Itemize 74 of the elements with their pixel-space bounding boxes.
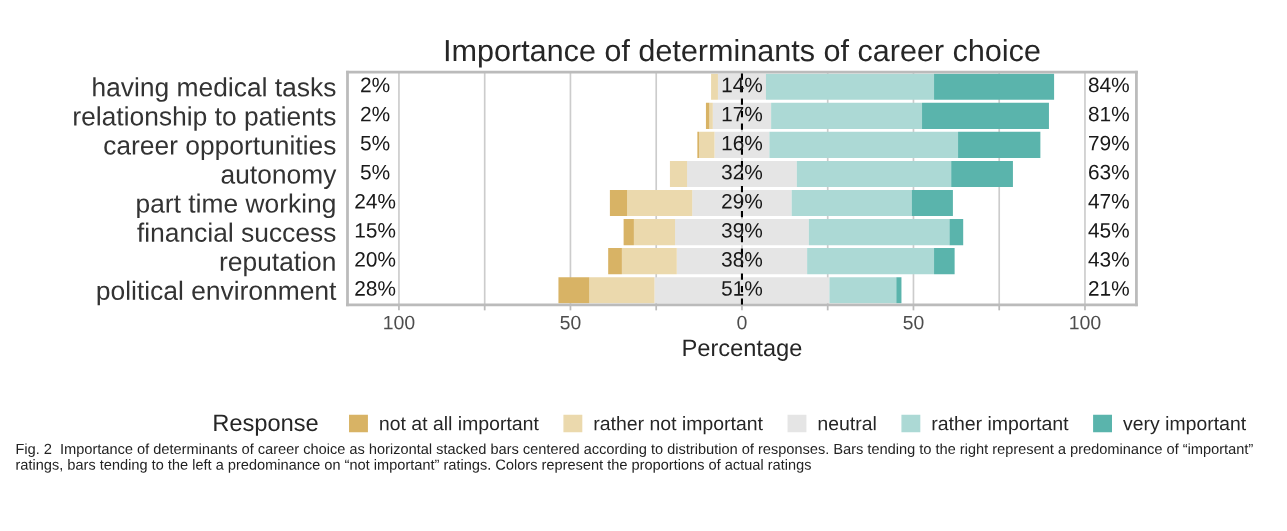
bar [829, 277, 897, 304]
bar [934, 73, 1055, 100]
bar [669, 160, 688, 188]
y-tick-label: part time working [137, 193, 335, 219]
y-tick-label: political environment [97, 280, 337, 306]
annotation: 28% [355, 281, 396, 296]
bar [934, 248, 955, 275]
x-tick-label: 50 [903, 315, 924, 330]
y-tick-label: financial success [137, 222, 336, 242]
x-tick-label: 0 [737, 315, 747, 330]
caption: Fig. 2 Importance of determinants of career choice as horizontal stacked bars centered according to distribution of responses. Bars tending to the right represent a predominance of “important” ratings, bars tending to the left a predominance on “not important” ratings. Colors represent the proportions of actual ratings [16, 443, 1253, 473]
annotation: 20% [355, 252, 396, 267]
legend-label: rather important [932, 416, 1069, 435]
bar [765, 73, 935, 100]
bar [771, 102, 923, 129]
annotation: 38% [721, 252, 763, 267]
annotation: 84% [1088, 77, 1129, 93]
annotation: 2% [361, 77, 390, 93]
annotation: 39% [721, 222, 763, 238]
annotation: 51% [721, 281, 763, 296]
y-tick-label: career opportunities [104, 135, 336, 160]
bar [621, 248, 677, 275]
bar [791, 189, 912, 217]
bar [808, 219, 950, 246]
bar [699, 131, 715, 158]
annotation: 15% [355, 223, 396, 238]
annotation: 32% [721, 164, 763, 180]
annotation: 17% [722, 106, 763, 122]
y-tick-label: autonomy [221, 166, 337, 190]
annotation: 79% [1089, 135, 1129, 151]
bar [911, 189, 953, 217]
annotation: 5% [360, 164, 390, 180]
y-tick-label: reputation [220, 251, 335, 277]
x-tick-label: 50 [560, 315, 581, 330]
bar [896, 277, 902, 304]
bar [958, 131, 1041, 158]
annotation: 29% [722, 193, 763, 209]
annotation: 14% [722, 77, 763, 93]
bar [608, 248, 622, 275]
x-tick-label: 100 [1070, 315, 1101, 330]
bar [627, 189, 693, 217]
annotation: 47% [1088, 193, 1129, 209]
bar [609, 189, 628, 217]
bar [633, 219, 676, 246]
chart-title: Importance of determinants of career choice [445, 38, 1040, 68]
bar [623, 219, 634, 246]
annotation: 81% [1088, 106, 1129, 122]
bar [558, 277, 590, 304]
annotation: 63% [1089, 164, 1129, 180]
legend-label: rather not important [594, 416, 763, 435]
annotation: 43% [1088, 252, 1129, 267]
annotation: 24% [355, 193, 396, 209]
legend-label: very important [1123, 416, 1247, 435]
y-tick-label: having medical tasks [93, 77, 336, 102]
annotation: 2% [361, 106, 390, 122]
bar [951, 160, 1013, 188]
y-tick-label: relationship to patients [74, 106, 336, 131]
bar [796, 160, 952, 188]
legend-label: not at all important [380, 416, 539, 435]
annotation: 5% [360, 135, 390, 151]
bar [807, 248, 935, 275]
bar [922, 102, 1049, 129]
annotation: 21% [1089, 281, 1129, 296]
bar [949, 219, 964, 246]
bar [589, 277, 655, 304]
x-axis-title: Percentage [683, 339, 802, 361]
bar [711, 73, 718, 100]
bar [709, 102, 713, 129]
legend-title: Response [214, 414, 318, 436]
annotation: 16% [722, 135, 763, 151]
legend-label: neutral [818, 416, 876, 431]
x-tick-label: 100 [384, 315, 415, 330]
bar [769, 131, 959, 158]
annotation: 45% [1088, 223, 1129, 238]
